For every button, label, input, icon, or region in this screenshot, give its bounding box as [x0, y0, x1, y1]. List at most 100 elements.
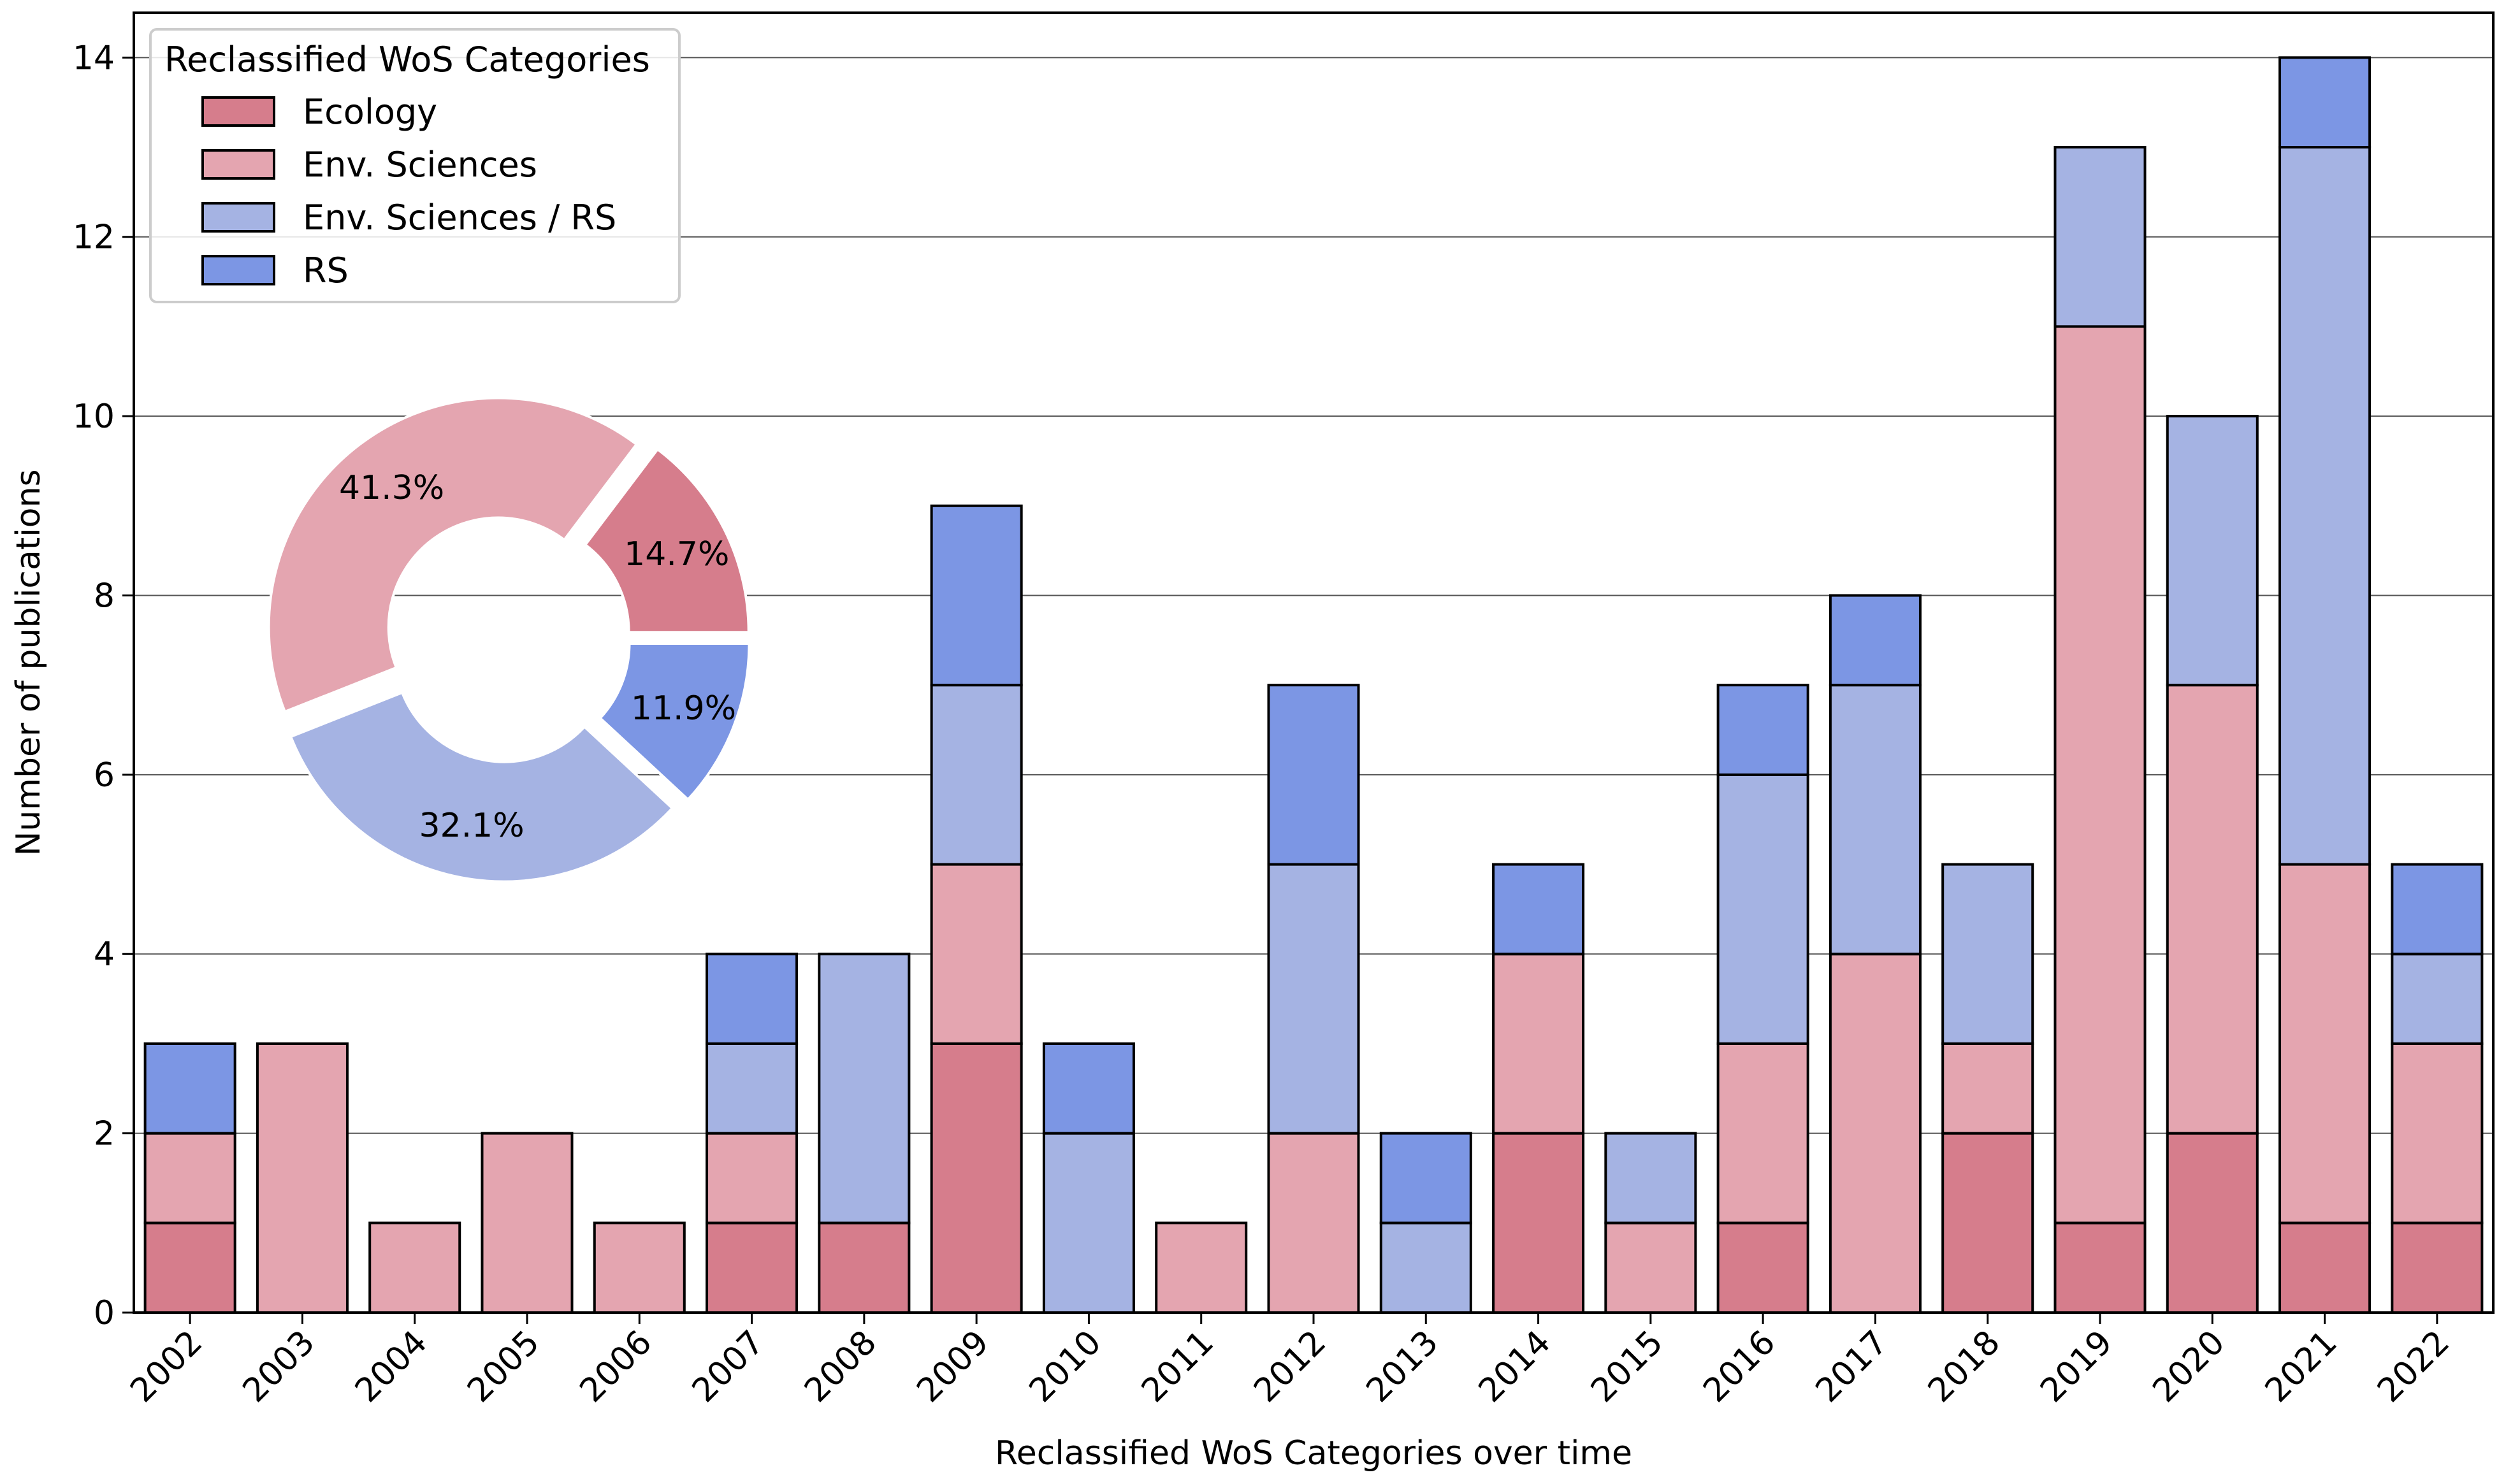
x-tick-label-2002: 2002: [123, 1323, 210, 1410]
inset-donut-chart: 14.7% 41.3% 32.1% 11.9%: [267, 396, 751, 883]
bar-2009-rs: [930, 504, 1023, 687]
bar-2017-rs: [1829, 594, 1922, 687]
y-tick-label-4: 4: [94, 935, 115, 974]
bar-2002-rs: [143, 1042, 236, 1135]
bar-2020-ecology: [2166, 1132, 2259, 1315]
x-tick-label-2012: 2012: [1247, 1323, 1333, 1410]
pie-slice-env-sciences-rs: [289, 691, 674, 883]
x-axis-ticks: 2002 2003 2004 2005 2006 2007 2008 2009 2010 2011…: [123, 1313, 2457, 1410]
bar-2005-env-sciences: [481, 1132, 574, 1315]
legend: Reclassified WoS Categories Ecology Env. …: [149, 28, 681, 303]
x-tick-label-2019: 2019: [2033, 1323, 2120, 1410]
legend-swatch-env-sciences-rs: [201, 202, 275, 233]
pie-slice-env-sciences: [267, 396, 639, 714]
bar-2006-env-sciences: [593, 1221, 686, 1314]
pie-label-ecology: 14.7%: [624, 535, 729, 573]
bar-2012-env-sciences-rs: [1267, 863, 1360, 1135]
bar-2020-env-sciences: [2166, 684, 2259, 1135]
bar-2014-rs: [1492, 863, 1585, 956]
bar-2022-env-sciences: [2391, 1042, 2484, 1225]
bar-2012-rs: [1267, 684, 1360, 866]
y-tick-label-10: 10: [73, 398, 115, 436]
x-tick-label-2008: 2008: [797, 1323, 884, 1410]
legend-label-ecology: Ecology: [303, 92, 437, 132]
y-axis-label: Number of publications: [10, 469, 48, 856]
bar-2004-env-sciences: [368, 1221, 461, 1314]
bar-2008-env-sciences-rs: [818, 953, 911, 1225]
bar-2012-env-sciences: [1267, 1132, 1360, 1315]
bar-2013-rs: [1379, 1132, 1472, 1225]
y-axis-ticks: 0 2 4 6 8 10 12 14: [73, 39, 134, 1332]
bar-2022-ecology: [2391, 1221, 2484, 1314]
y-tick-label-2: 2: [94, 1115, 115, 1153]
bar-2010-rs: [1042, 1042, 1135, 1135]
legend-title: Reclassified WoS Categories: [164, 40, 650, 80]
legend-label-env-sciences-rs: Env. Sciences / RS: [303, 198, 616, 238]
legend-label-env-sciences: Env. Sciences: [303, 145, 537, 185]
bar-2019-ecology: [2053, 1221, 2147, 1314]
bar-2021-rs: [2278, 56, 2372, 149]
x-tick-label-2013: 2013: [1359, 1323, 1445, 1410]
x-tick-label-2016: 2016: [1696, 1323, 1783, 1410]
bar-2015-env-sciences: [1604, 1221, 1697, 1314]
x-tick-label-2017: 2017: [1809, 1323, 1895, 1410]
x-tick-label-2003: 2003: [236, 1323, 322, 1410]
bar-2002-ecology: [143, 1221, 236, 1314]
bar-2013-env-sciences-rs: [1379, 1221, 1472, 1314]
bar-2017-env-sciences: [1829, 953, 1922, 1314]
bar-2014-env-sciences: [1492, 953, 1585, 1135]
legend-frame: [149, 28, 681, 303]
pie-label-rs: 11.9%: [631, 689, 736, 728]
pie-slice-rs: [598, 642, 751, 802]
bar-2022-env-sciences-rs: [2391, 953, 2484, 1045]
x-tick-label-2014: 2014: [1472, 1323, 1558, 1410]
y-tick-label-0: 0: [94, 1294, 115, 1332]
bar-2007-ecology: [706, 1221, 799, 1314]
bar-2011-env-sciences: [1155, 1221, 1248, 1314]
x-tick-label-2007: 2007: [685, 1323, 772, 1410]
pie-label-env-sciences: 41.3%: [339, 469, 444, 507]
bar-2002-env-sciences: [143, 1132, 236, 1225]
x-tick-label-2006: 2006: [572, 1323, 659, 1410]
x-tick-label-2020: 2020: [2145, 1323, 2232, 1410]
bar-2007-rs: [706, 953, 799, 1045]
bar-2010-env-sciences-rs: [1042, 1132, 1135, 1315]
legend-swatch-rs: [201, 255, 275, 285]
x-tick-label-2021: 2021: [2258, 1323, 2345, 1410]
bar-2018-ecology: [1941, 1132, 2034, 1315]
bar-2021-env-sciences-rs: [2278, 146, 2372, 866]
bar-2008-ecology: [818, 1221, 911, 1314]
pie-slice-ecology: [583, 447, 750, 634]
bar-2015-env-sciences-rs: [1604, 1132, 1697, 1225]
bar-2009-ecology: [930, 1042, 1023, 1314]
bar-2014-ecology: [1492, 1132, 1585, 1315]
x-tick-label-2018: 2018: [1921, 1323, 2008, 1410]
y-tick-label-14: 14: [73, 39, 115, 77]
bar-2018-env-sciences-rs: [1941, 863, 2034, 1045]
y-tick-label-8: 8: [94, 577, 115, 615]
x-tick-label-2004: 2004: [348, 1323, 435, 1410]
legend-label-rs: RS: [303, 250, 349, 291]
x-tick-label-2015: 2015: [1584, 1323, 1670, 1410]
y-tick-label-6: 6: [94, 756, 115, 795]
bar-2007-env-sciences-rs: [706, 1042, 799, 1135]
x-tick-label-2010: 2010: [1022, 1323, 1109, 1410]
bars: [143, 56, 2484, 1315]
x-axis-label: Reclassified WoS Categories over time: [995, 1434, 1632, 1473]
x-tick-label-2009: 2009: [909, 1323, 996, 1410]
x-tick-label-2011: 2011: [1134, 1323, 1221, 1410]
legend-swatch-env-sciences: [201, 149, 275, 180]
bar-2020-env-sciences-rs: [2166, 415, 2259, 687]
x-tick-label-2005: 2005: [460, 1323, 547, 1410]
bar-2016-env-sciences-rs: [1716, 773, 1809, 1045]
y-tick-label-12: 12: [73, 219, 115, 257]
bar-2009-env-sciences: [930, 863, 1023, 1045]
bar-2009-env-sciences-rs: [930, 684, 1023, 866]
bar-2019-env-sciences: [2053, 325, 2147, 1225]
bar-2019-env-sciences-rs: [2053, 146, 2147, 328]
x-tick-label-2022: 2022: [2370, 1323, 2457, 1410]
legend-swatch-ecology: [201, 96, 275, 127]
bar-2022-rs: [2391, 863, 2484, 956]
